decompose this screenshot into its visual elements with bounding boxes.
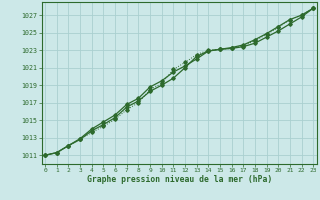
X-axis label: Graphe pression niveau de la mer (hPa): Graphe pression niveau de la mer (hPa) <box>87 175 272 184</box>
